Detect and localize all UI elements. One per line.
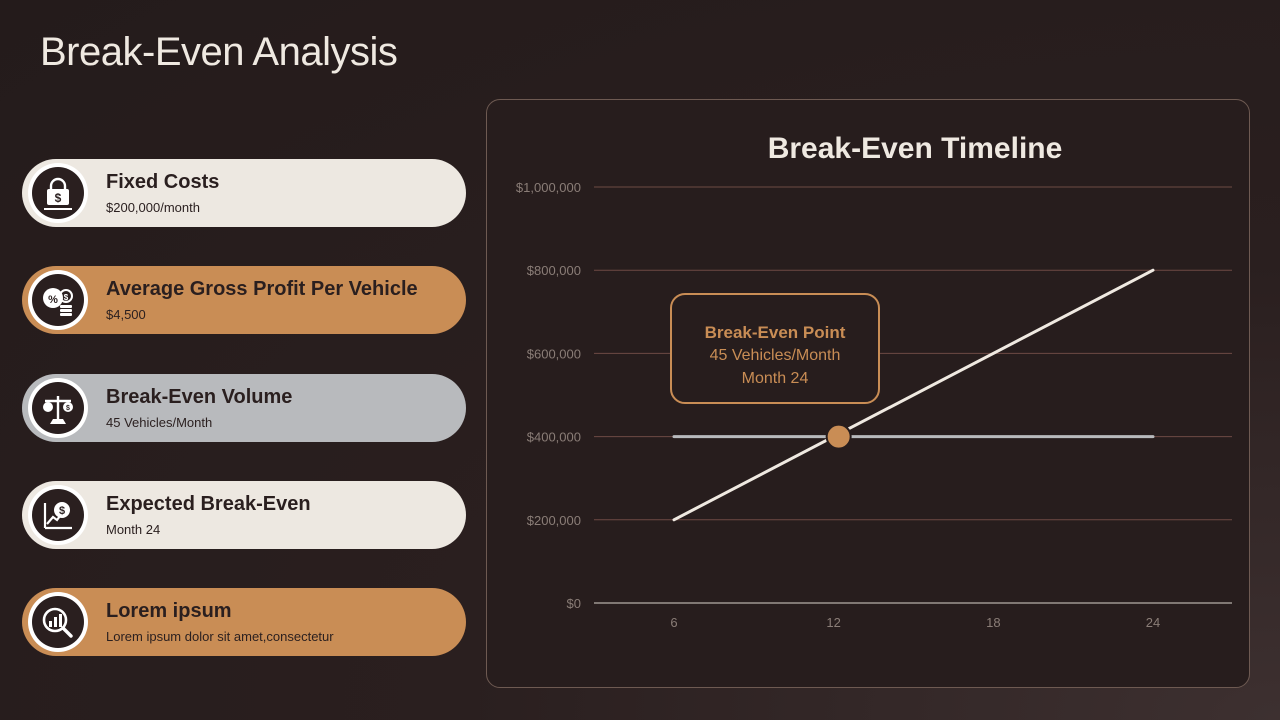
growth-chart-dollar-icon: $ bbox=[32, 489, 84, 541]
svg-text:$: $ bbox=[66, 405, 70, 412]
icon-badge: $ bbox=[28, 378, 88, 438]
card-value: $200,000/month bbox=[106, 200, 200, 215]
icon-badge: $ bbox=[28, 485, 88, 545]
annotation-line: Month 24 bbox=[742, 370, 809, 387]
card-value: $4,500 bbox=[106, 307, 146, 322]
metric-card: $ Break-Even Volume 45 Vehicles/Month bbox=[22, 374, 466, 442]
icon-badge bbox=[28, 592, 88, 652]
svg-text:%: % bbox=[48, 294, 58, 306]
money-lock-icon: $ bbox=[32, 167, 84, 219]
svg-text:$: $ bbox=[55, 191, 62, 205]
y-tick-label: $400,000 bbox=[527, 430, 581, 445]
card-label: Average Gross Profit Per Vehicle bbox=[106, 278, 418, 300]
x-tick-label: 6 bbox=[670, 615, 677, 630]
break-even-chart: Break-Even Timeline $0 $200,000 $400,000 $6… bbox=[516, 132, 1232, 630]
metric-card: % $ Average Gross Profit Per Vehicle $4,500 bbox=[22, 266, 466, 334]
icon-badge: $ bbox=[28, 163, 88, 223]
percent-coins-icon: % $ bbox=[32, 274, 84, 326]
annotation-box bbox=[670, 293, 880, 404]
y-tick-label: $1,000,000 bbox=[516, 180, 581, 195]
y-tick-label: $200,000 bbox=[527, 513, 581, 528]
y-tick-label: $800,000 bbox=[527, 263, 581, 278]
chart-title: Break-Even Timeline bbox=[768, 132, 1063, 165]
x-tick-label: 12 bbox=[826, 615, 840, 630]
balance-scale-icon: $ bbox=[32, 382, 84, 434]
svg-text:$: $ bbox=[59, 505, 65, 517]
icon-badge: % $ bbox=[28, 270, 88, 330]
x-tick-label: 24 bbox=[1146, 615, 1160, 630]
metric-card: Lorem ipsum Lorem ipsum dolor sit amet,co… bbox=[22, 588, 466, 656]
card-label: Lorem ipsum bbox=[106, 600, 232, 622]
metric-card: $ Expected Break-Even Month 24 bbox=[22, 481, 466, 549]
revenue-line bbox=[672, 268, 1155, 522]
card-label: Break-Even Volume bbox=[106, 386, 293, 408]
magnifier-chart-icon bbox=[32, 596, 84, 648]
annotation-title: Break-Even Point bbox=[705, 323, 846, 342]
card-value: Lorem ipsum dolor sit amet,consectetur bbox=[106, 629, 334, 644]
y-tick-label: $0 bbox=[567, 596, 581, 611]
y-tick-label: $600,000 bbox=[527, 346, 581, 361]
card-value: 45 Vehicles/Month bbox=[106, 415, 213, 430]
annotation-line: 45 Vehicles/Month bbox=[710, 347, 841, 364]
break-even-marker bbox=[825, 423, 852, 450]
svg-text:$: $ bbox=[64, 293, 69, 302]
page-title: Break-Even Analysis bbox=[40, 30, 398, 74]
x-tick-label: 18 bbox=[986, 615, 1000, 630]
card-label: Fixed Costs bbox=[106, 171, 220, 193]
chart-panel: Break-Even Timeline $0 $200,000 $400,000 $6… bbox=[486, 99, 1250, 688]
metric-card: $ Fixed Costs $200,000/month bbox=[22, 159, 466, 227]
card-value: Month 24 bbox=[106, 522, 161, 537]
card-label: Expected Break-Even bbox=[106, 493, 311, 515]
